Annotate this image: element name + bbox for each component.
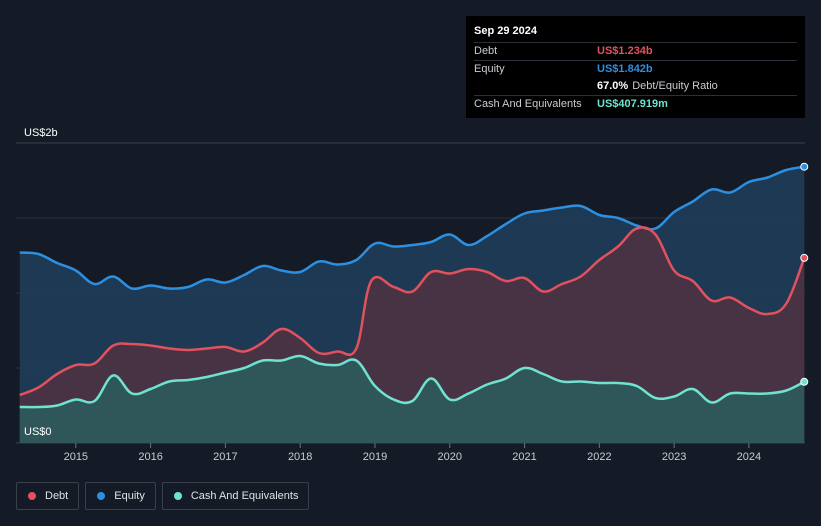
chart-legend: Debt Equity Cash And Equivalents — [16, 482, 310, 510]
x-tick-label-2019: 2019 — [363, 451, 387, 463]
equity-end-marker — [800, 162, 809, 171]
tooltip-cash-value: US$407.919m — [597, 98, 668, 110]
debt-line — [19, 226, 806, 397]
x-tick-label-2021: 2021 — [512, 451, 536, 463]
equity-line — [19, 165, 805, 291]
legend-item-debt[interactable]: Debt — [16, 482, 80, 510]
legend-equity-label: Equity — [114, 490, 145, 502]
legend-cash-label: Cash And Equivalents — [190, 490, 299, 502]
x-tick-label-2024: 2024 — [737, 451, 761, 463]
tooltip-ratio-label: Debt/Equity Ratio — [632, 80, 718, 92]
x-tick-label-2022: 2022 — [587, 451, 611, 463]
x-tick-label-2023: 2023 — [662, 451, 686, 463]
x-tick-label-2015: 2015 — [64, 451, 88, 463]
tooltip-row-ratio: 67.0% Debt/Equity Ratio — [474, 78, 797, 95]
y-tick-label-bottom: US$0 — [24, 426, 52, 438]
chart-tooltip: Sep 29 2024 Debt US$1.234b Equity US$1.8… — [466, 16, 805, 118]
cash-dot-icon — [173, 492, 182, 500]
cash-line — [19, 354, 805, 409]
y-tick-label-top: US$2b — [24, 127, 58, 139]
tooltip-debt-label: Debt — [474, 45, 498, 57]
chart-end-markers — [800, 162, 809, 386]
legend-item-equity[interactable]: Equity — [85, 482, 156, 510]
tooltip-debt-value: US$1.234b — [597, 45, 653, 57]
tooltip-ratio-spacer — [474, 78, 597, 95]
legend-item-cash[interactable]: Cash And Equivalents — [161, 482, 310, 510]
x-tick-label-2016: 2016 — [138, 451, 162, 463]
tooltip-date: Sep 29 2024 — [474, 25, 537, 37]
x-tick-label-2020: 2020 — [438, 451, 462, 463]
debt-dot-icon — [28, 492, 36, 500]
tooltip-row-equity: Equity US$1.842b — [474, 60, 797, 78]
legend-debt-label: Debt — [45, 490, 69, 502]
tooltip-row-debt: Debt US$1.234b — [474, 42, 797, 60]
cash-end-marker — [800, 377, 809, 386]
tooltip-equity-value: US$1.842b — [597, 63, 653, 75]
tooltip-equity-label: Equity — [474, 63, 505, 75]
cash-area — [19, 355, 805, 443]
tooltip-ratio-value: 67.0% — [597, 80, 629, 92]
x-tick-label-2018: 2018 — [288, 451, 312, 463]
chart-lines — [19, 165, 806, 409]
tooltip-cash-label: Cash And Equivalents — [474, 98, 582, 110]
equity-dot-icon — [97, 492, 106, 500]
x-tick-label-2017: 2017 — [213, 451, 237, 463]
chart-axes: US$2b US$0 2015 2016 2017 2018 2019 2020 2021 202… — [24, 127, 761, 463]
tooltip-row-cash: Cash And Equivalents US$407.919m — [474, 95, 797, 113]
debt-end-marker — [800, 253, 809, 262]
